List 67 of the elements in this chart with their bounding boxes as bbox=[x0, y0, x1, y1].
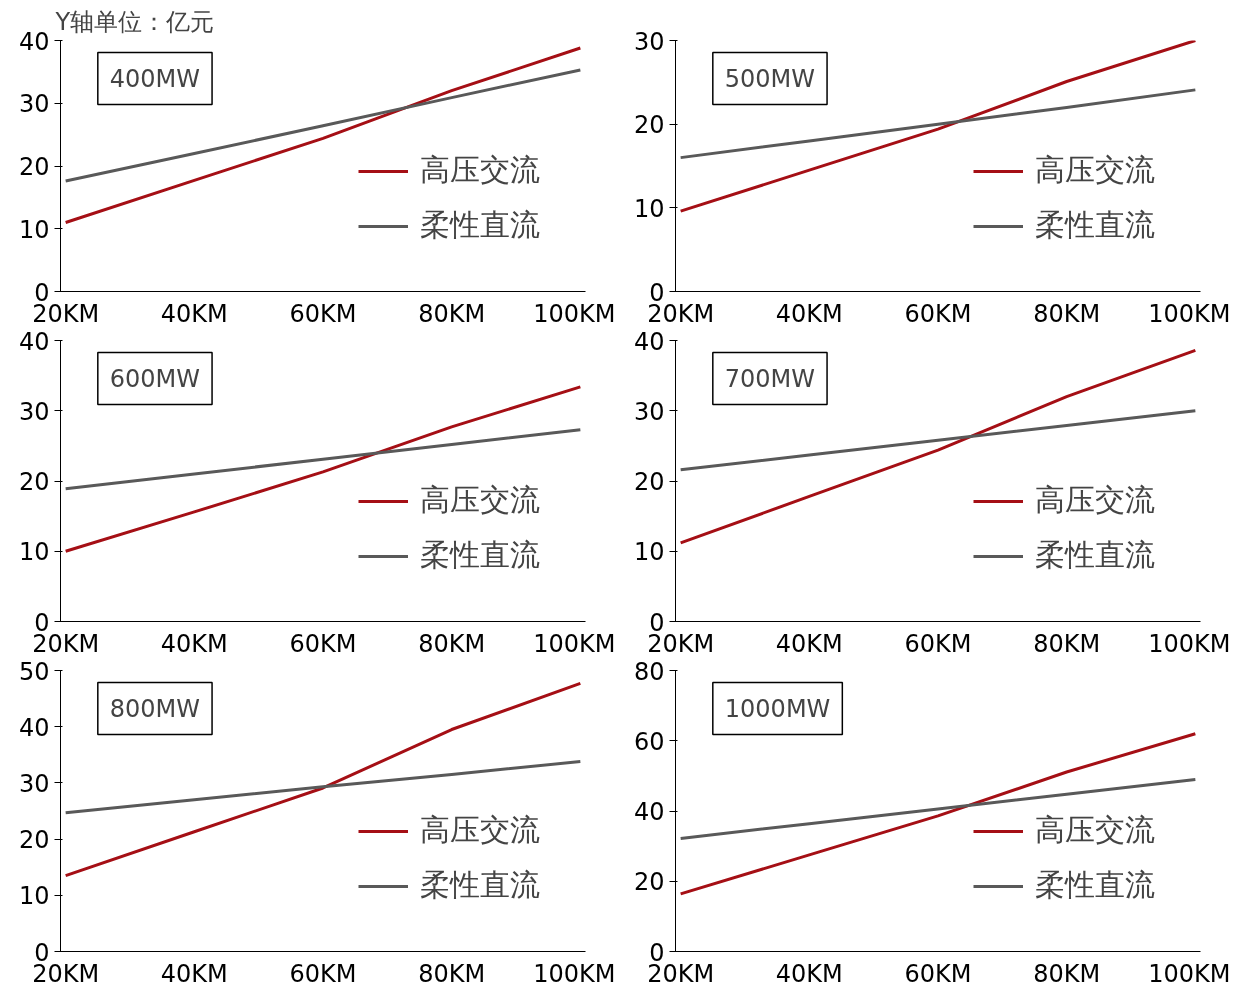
y-tick-label: 30 bbox=[633, 27, 665, 56]
x-tick-label: 40KM bbox=[160, 299, 228, 328]
x-tick-label: 60KM bbox=[289, 959, 357, 988]
x-tick-label: 80KM bbox=[418, 299, 486, 328]
x-tick-label: 40KM bbox=[775, 629, 843, 658]
x-tick-label: 60KM bbox=[289, 299, 357, 328]
text: 1000MW bbox=[724, 694, 831, 723]
x-tick-label: 40KM bbox=[160, 959, 228, 988]
y-tick-label: 50 bbox=[18, 657, 50, 686]
x-tick-label: 100KM bbox=[1148, 299, 1231, 328]
y-tick-label: 10 bbox=[18, 215, 50, 244]
y-tick-label: 20 bbox=[18, 468, 50, 496]
legend-label: 柔性直流 bbox=[1035, 206, 1155, 244]
x-tick-label: 60KM bbox=[904, 299, 972, 328]
legend-label: 高压交流 bbox=[1035, 811, 1155, 849]
y-tick-label: 80 bbox=[633, 657, 665, 686]
legend-label: 柔性直流 bbox=[1035, 866, 1155, 904]
legend-label: 柔性直流 bbox=[420, 866, 540, 904]
y-tick-label: 10 bbox=[18, 882, 50, 911]
x-tick-label: 100KM bbox=[533, 299, 616, 328]
text: 600MW bbox=[109, 364, 201, 393]
x-tick-label: 80KM bbox=[1033, 629, 1101, 658]
legend-label: 高压交流 bbox=[420, 811, 540, 849]
y-tick-label: 20 bbox=[633, 468, 665, 496]
x-tick-label: 100KM bbox=[533, 959, 616, 988]
legend-label: 柔性直流 bbox=[420, 206, 540, 244]
y-tick-label: 30 bbox=[18, 769, 50, 798]
y-tick-label: 20 bbox=[18, 153, 50, 181]
x-tick-label: 60KM bbox=[904, 959, 972, 988]
y-tick-label: 30 bbox=[18, 90, 50, 119]
y-tick-label: 20 bbox=[18, 826, 50, 855]
y-tick-label: 40 bbox=[18, 327, 50, 356]
y-tick-label: 10 bbox=[633, 538, 665, 567]
text: Y轴单位：亿元 bbox=[54, 7, 215, 36]
x-tick-label: 80KM bbox=[1033, 959, 1101, 988]
y-tick-label: 40 bbox=[633, 798, 665, 826]
y-tick-label: 30 bbox=[633, 397, 665, 426]
x-tick-label: 60KM bbox=[289, 629, 357, 658]
legend-label: 高压交流 bbox=[420, 151, 540, 189]
y-tick-label: 30 bbox=[18, 397, 50, 426]
x-tick-label: 60KM bbox=[904, 629, 972, 658]
y-tick-label: 10 bbox=[18, 538, 50, 567]
legend-label: 柔性直流 bbox=[420, 536, 540, 574]
text: 500MW bbox=[724, 64, 816, 93]
y-tick-label: 60 bbox=[633, 727, 665, 756]
text: 400MW bbox=[109, 64, 201, 93]
text: 700MW bbox=[724, 364, 816, 393]
x-tick-label: 100KM bbox=[1148, 629, 1231, 658]
x-tick-label: 40KM bbox=[775, 959, 843, 988]
x-tick-label: 80KM bbox=[418, 959, 486, 988]
x-tick-label: 80KM bbox=[1033, 299, 1101, 328]
y-tick-label: 40 bbox=[633, 327, 665, 356]
legend-label: 柔性直流 bbox=[1035, 536, 1155, 574]
y-tick-label: 40 bbox=[18, 27, 50, 56]
x-tick-label: 40KM bbox=[775, 299, 843, 328]
x-tick-label: 100KM bbox=[533, 629, 616, 658]
text: 800MW bbox=[109, 694, 201, 723]
x-tick-label: 40KM bbox=[160, 629, 228, 658]
legend-label: 高压交流 bbox=[1035, 151, 1155, 189]
legend-label: 高压交流 bbox=[1035, 481, 1155, 519]
x-tick-label: 100KM bbox=[1148, 959, 1231, 988]
y-tick-label: 20 bbox=[633, 111, 665, 140]
x-tick-label: 80KM bbox=[418, 629, 486, 658]
y-tick-label: 20 bbox=[633, 868, 665, 897]
y-tick-label: 10 bbox=[633, 194, 665, 223]
y-tick-label: 40 bbox=[18, 713, 50, 742]
legend-label: 高压交流 bbox=[420, 481, 540, 519]
